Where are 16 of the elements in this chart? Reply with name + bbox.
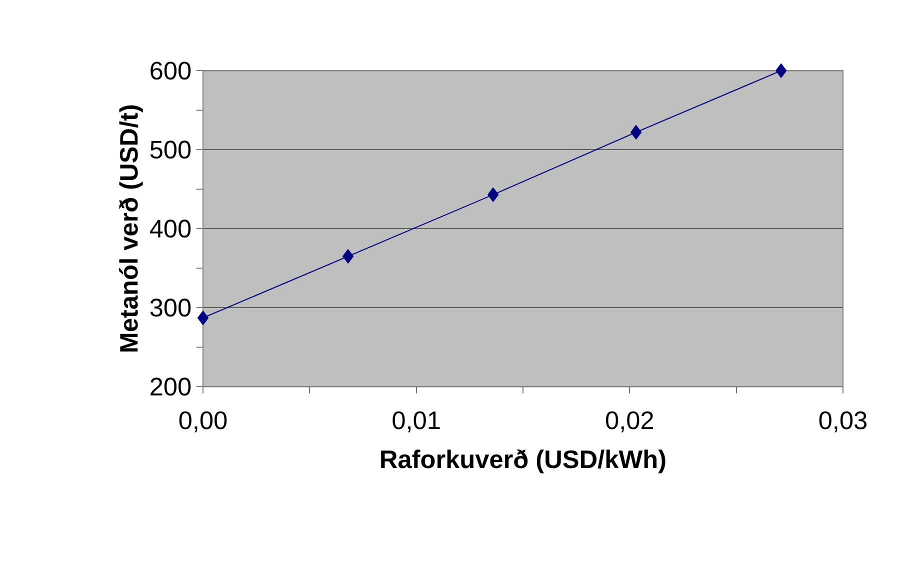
x-tick-label: 0,01 (392, 411, 440, 432)
point (488, 187, 499, 202)
y-tick-label: 300 (150, 298, 191, 317)
x-tick-label: 0,00 (179, 411, 227, 432)
point (197, 310, 209, 326)
y-tick-label: 600 (150, 62, 191, 80)
y-tick-label: 400 (150, 220, 191, 238)
y-tick-label: 500 (150, 140, 191, 159)
x-axis-title: Raforkuverð (USD/kWh) (381, 449, 666, 474)
point (776, 63, 787, 78)
point (630, 125, 642, 140)
x-tick-label: 0,03 (819, 411, 867, 432)
point (342, 249, 354, 264)
y-axis-title: Metanól verð (USD/t) (119, 105, 143, 352)
y-tick-label: 200 (150, 378, 191, 396)
x-tick-label: 0,02 (606, 411, 654, 432)
